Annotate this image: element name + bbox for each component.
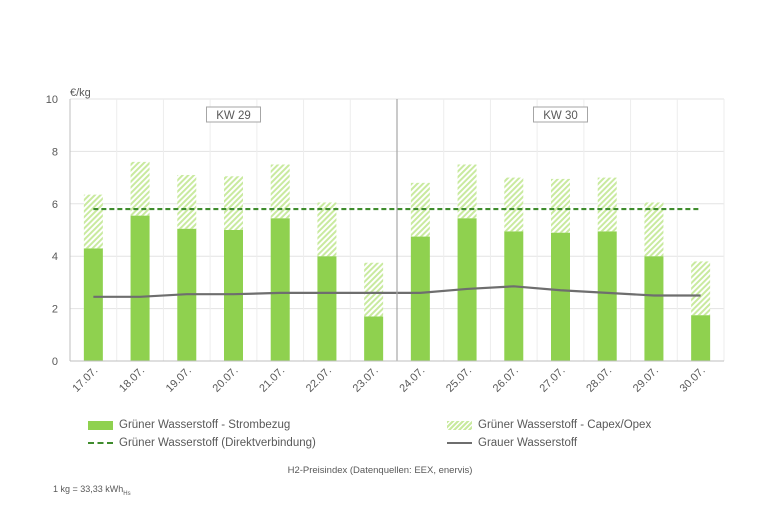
bar-strombezug bbox=[410, 236, 430, 361]
bar-capex-opex bbox=[270, 164, 290, 219]
x-tick-label: 17.07. bbox=[70, 365, 100, 395]
bar-capex-opex bbox=[364, 262, 384, 317]
legend-label: Grüner Wasserstoff (Direktverbindung) bbox=[119, 437, 316, 449]
week-box bbox=[533, 106, 588, 123]
x-tick-label: 26.07. bbox=[491, 365, 521, 395]
x-tick-label: 20.07. bbox=[211, 365, 241, 395]
x-tick-label: 23.07. bbox=[351, 365, 381, 395]
bar-capex-opex bbox=[597, 177, 617, 232]
x-tick-label: 22.07. bbox=[304, 365, 334, 395]
legend-label: Grüner Wasserstoff - Capex/Opex bbox=[478, 419, 652, 431]
bar-strombezug bbox=[504, 231, 524, 361]
x-tick-label: 27.07. bbox=[538, 365, 568, 395]
y-axis-label: €/kg bbox=[70, 87, 91, 99]
bar-capex-opex bbox=[457, 164, 477, 219]
y-tick-label: 2 bbox=[52, 304, 58, 316]
week-label: KW 29 bbox=[216, 110, 251, 122]
bar-strombezug bbox=[270, 218, 290, 361]
bar-strombezug bbox=[551, 232, 570, 361]
bar-strombezug bbox=[644, 256, 664, 361]
bar-capex-opex bbox=[410, 182, 430, 237]
x-tick-label: 25.07. bbox=[444, 365, 474, 395]
bar-capex-opex bbox=[177, 174, 197, 229]
week-box bbox=[206, 106, 261, 123]
week-label: KW 30 bbox=[543, 110, 578, 122]
legend-swatch-dashed bbox=[88, 442, 113, 444]
bar-strombezug bbox=[83, 248, 103, 361]
legend-swatch-solid bbox=[88, 420, 113, 430]
x-tick-label: 24.07. bbox=[397, 365, 427, 395]
legend-label: Grauer Wasserstoff bbox=[478, 437, 578, 449]
legend-swatch-hatched bbox=[447, 420, 472, 430]
bar-strombezug bbox=[597, 231, 617, 361]
legend-item-capex-opex: Grüner Wasserstoff - Capex/Opex bbox=[447, 419, 651, 431]
x-tick-label: 18.07. bbox=[117, 365, 147, 395]
source-note: H2-Preisindex (Datenquellen: EEX, enervi… bbox=[287, 465, 473, 476]
bar-capex-opex bbox=[551, 178, 570, 233]
y-tick-label: 4 bbox=[52, 251, 58, 263]
legend-swatch-line bbox=[447, 442, 472, 444]
bar-strombezug bbox=[691, 315, 711, 361]
x-tick-label: 29.07. bbox=[631, 365, 661, 395]
bar-capex-opex bbox=[130, 161, 150, 216]
axes: KW 29 KW 30 bbox=[69, 99, 724, 362]
legend-item-strombezug: Grüner Wasserstoff - Strombezug bbox=[88, 419, 290, 431]
x-tick-label: 21.07. bbox=[257, 365, 287, 395]
bar-capex-opex bbox=[224, 176, 243, 230]
footnote-subscript: Hs bbox=[123, 490, 131, 497]
y-tick-label: 8 bbox=[52, 146, 58, 158]
bar-strombezug bbox=[130, 215, 150, 361]
x-tick-label: 28.07. bbox=[584, 365, 614, 395]
bar-capex-opex bbox=[691, 261, 711, 316]
bar-capex-opex bbox=[83, 194, 103, 249]
bar-strombezug bbox=[317, 256, 337, 361]
footnote: 1 kg = 33,33 kWhHs bbox=[53, 484, 131, 497]
legend-item-direktverbindung: Grüner Wasserstoff (Direktverbindung) bbox=[88, 437, 316, 449]
footnote-text: 1 kg = 33,33 kWh bbox=[53, 484, 124, 494]
bar-capex-opex bbox=[317, 202, 337, 257]
legend-item-grauer: Grauer Wasserstoff bbox=[447, 437, 577, 449]
y-tick-label: 6 bbox=[52, 199, 58, 211]
bar-strombezug bbox=[364, 316, 384, 361]
y-tick-label: 0 bbox=[52, 356, 58, 368]
x-tick-label: 30.07. bbox=[678, 365, 708, 395]
legend-label: Grüner Wasserstoff - Strombezug bbox=[119, 419, 291, 431]
bar-capex-opex bbox=[504, 177, 524, 232]
bar-capex-opex bbox=[644, 202, 664, 257]
x-tick-label: 19.07. bbox=[164, 365, 194, 395]
bar-strombezug bbox=[224, 230, 243, 361]
y-tick-label: 10 bbox=[46, 94, 58, 106]
